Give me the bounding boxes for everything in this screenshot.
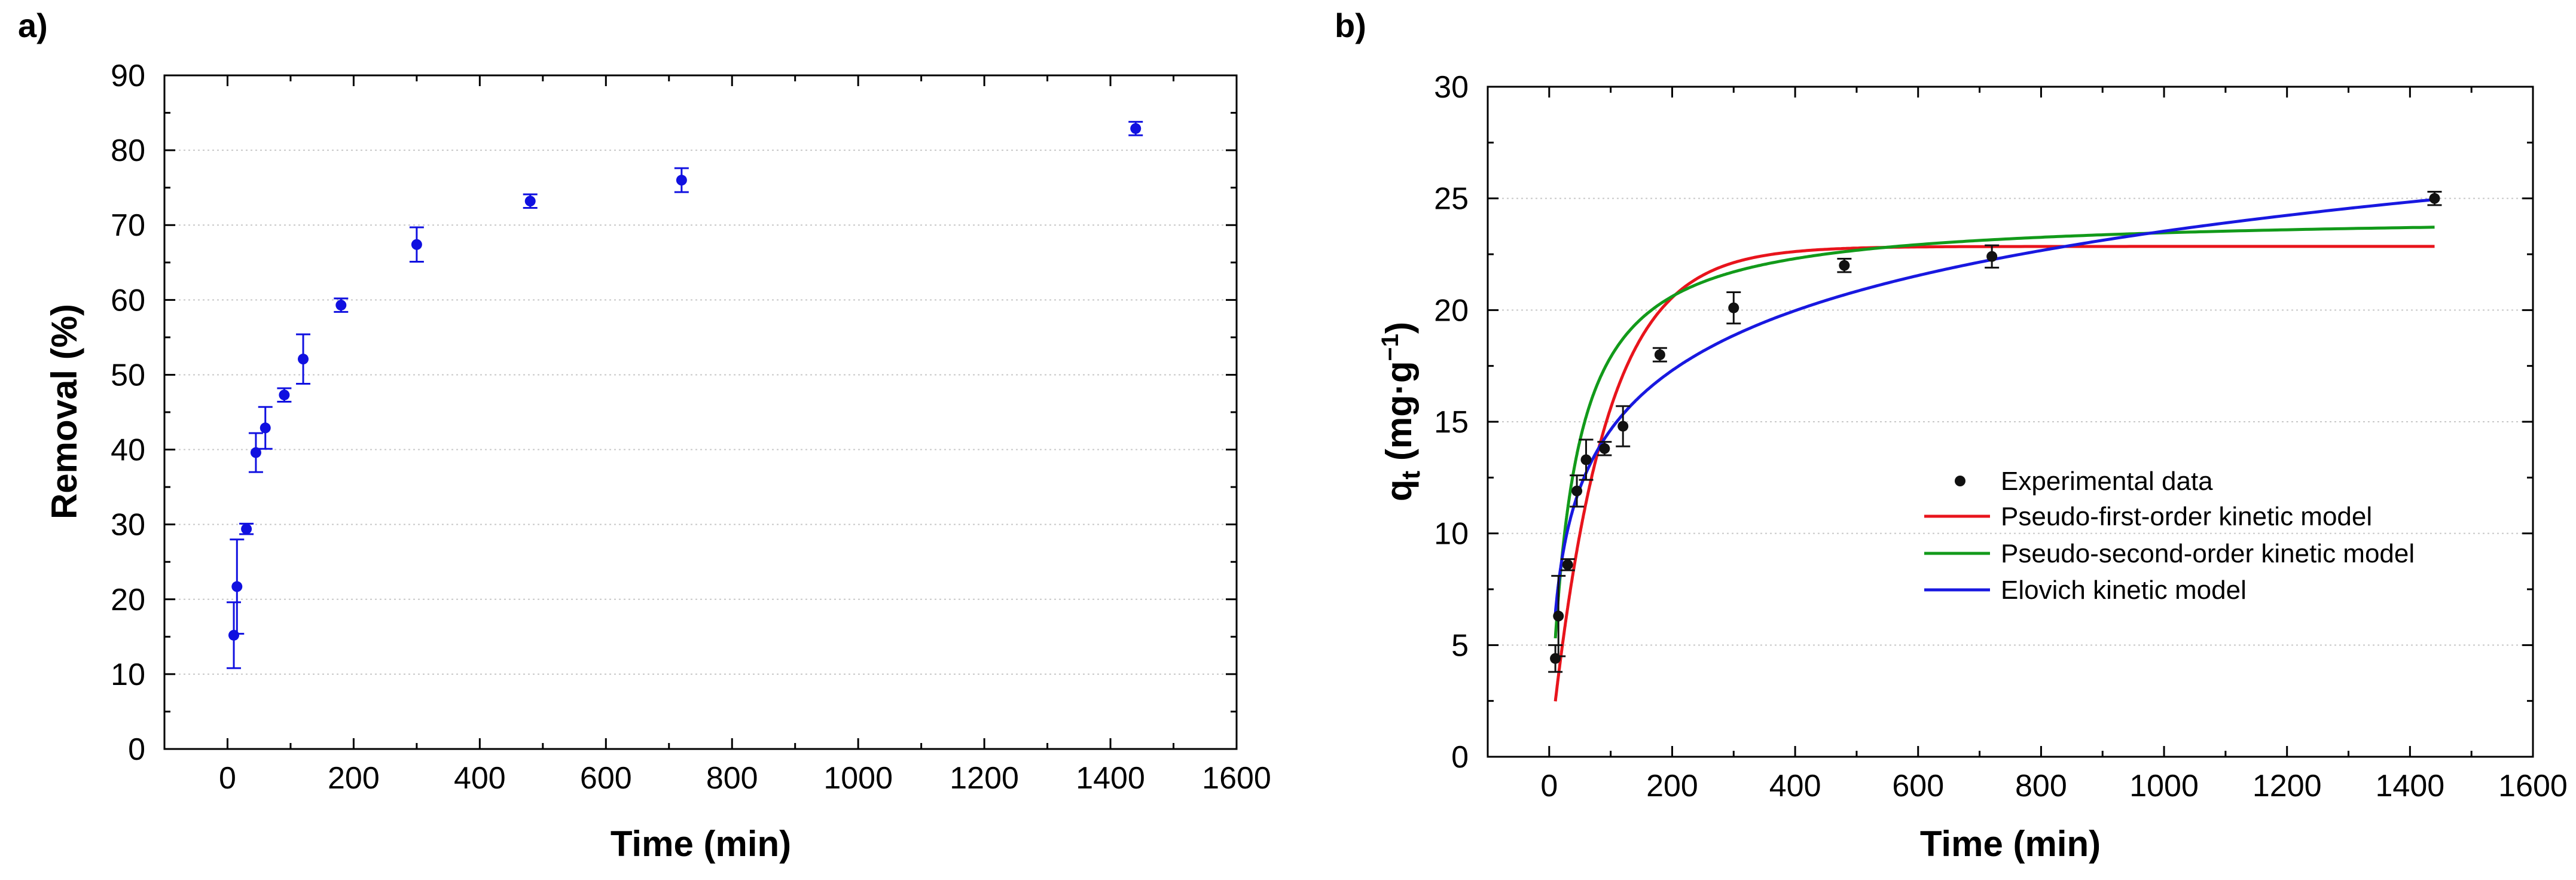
y-title-units: (mg·g xyxy=(1379,361,1419,471)
removal-point-1 xyxy=(231,581,243,592)
legend-label-pfo: Pseudo-first-order kinetic model xyxy=(2001,502,2372,531)
experimental-point-6 xyxy=(1617,421,1629,432)
panel-a-y-ticks: 0 10 20 30 40 50 60 70 80 90 xyxy=(111,59,1237,767)
y-tick-label: 0 xyxy=(128,732,145,767)
legend-label-pso: Pseudo-second-order kinetic model xyxy=(2001,539,2415,568)
curve-pfo xyxy=(1553,245,2435,702)
experimental-point-8 xyxy=(1728,302,1739,313)
experimental-point-1 xyxy=(1553,610,1564,622)
panel-b: b) 0 200 400 600 800 1000 1200 1400 1600 0 5 10 15 2… xyxy=(1335,7,2568,864)
y-tick-label: 30 xyxy=(1434,70,1469,105)
y-tick-label: 60 xyxy=(111,283,145,318)
removal-point-3 xyxy=(250,447,261,458)
removal-point-2 xyxy=(241,523,252,535)
panel-a-x-axis-title: Time (min) xyxy=(611,824,791,864)
y-tick-label: 5 xyxy=(1451,628,1469,663)
removal-point-6 xyxy=(298,354,309,365)
y-title-close: ) xyxy=(1379,322,1419,334)
x-tick-label: 1400 xyxy=(2376,769,2445,803)
y-tick-label: 25 xyxy=(1434,182,1469,217)
panel-b-gridlines xyxy=(1488,197,2533,646)
panel-a-data-points xyxy=(227,121,1143,669)
y-tick-label: 30 xyxy=(111,508,145,543)
y-tick-label: 70 xyxy=(111,208,145,243)
experimental-point-7 xyxy=(1654,349,1665,360)
x-tick-label: 1200 xyxy=(950,761,1019,796)
y-tick-label: 90 xyxy=(111,59,145,93)
experimental-point-11 xyxy=(2429,193,2440,204)
x-tick-label: 600 xyxy=(1892,769,1944,803)
y-title-subscript: t xyxy=(1396,470,1426,479)
y-tick-label: 50 xyxy=(111,358,145,392)
x-tick-label: 1600 xyxy=(2498,769,2568,803)
panel-b-label: b) xyxy=(1335,7,1366,44)
panel-b-model-curves xyxy=(1553,198,2435,702)
experimental-point-3 xyxy=(1571,485,1583,497)
removal-point-8 xyxy=(411,239,422,250)
y-title-superscript: −1 xyxy=(1377,334,1403,361)
y-tick-label: 20 xyxy=(1434,293,1469,328)
x-tick-label: 200 xyxy=(328,761,380,796)
y-tick-label: 15 xyxy=(1434,405,1469,440)
removal-point-7 xyxy=(335,300,347,311)
removal-point-10 xyxy=(676,175,687,186)
panel-b-x-ticks: 0 200 400 600 800 1000 1200 1400 1600 xyxy=(1540,87,2568,803)
panel-b-legend: Experimental data Pseudo-first-order kin… xyxy=(1924,467,2415,605)
removal-point-9 xyxy=(524,196,536,207)
y-tick-label: 80 xyxy=(111,133,145,168)
experimental-point-2 xyxy=(1562,559,1573,570)
experimental-point-9 xyxy=(1839,260,1850,271)
panel-a-label: a) xyxy=(18,7,48,44)
panel-a-gridlines xyxy=(164,150,1237,675)
x-tick-label: 800 xyxy=(2015,769,2067,803)
x-tick-label: 1400 xyxy=(1076,761,1145,796)
y-title-q: q xyxy=(1379,479,1419,501)
x-tick-label: 0 xyxy=(219,761,236,796)
removal-point-5 xyxy=(279,389,290,401)
x-tick-label: 400 xyxy=(1769,769,1821,803)
x-tick-label: 600 xyxy=(580,761,632,796)
y-tick-label: 20 xyxy=(111,583,145,617)
panel-a-axes xyxy=(163,74,1238,750)
legend-marker-experimental xyxy=(1955,476,1965,486)
x-tick-label: 1000 xyxy=(2129,769,2199,803)
x-tick-label: 1600 xyxy=(1202,761,1271,796)
legend-label-experimental: Experimental data xyxy=(2001,467,2213,496)
x-tick-label: 0 xyxy=(1540,769,1558,803)
y-tick-label: 40 xyxy=(111,433,145,468)
panel-b-x-axis-title: Time (min) xyxy=(1920,824,2101,864)
panel-a-y-axis-title: Removal (%) xyxy=(44,304,84,519)
experimental-point-5 xyxy=(1599,443,1610,454)
x-tick-label: 200 xyxy=(1646,769,1698,803)
experimental-point-10 xyxy=(1986,251,1998,262)
y-tick-label: 10 xyxy=(1434,517,1469,552)
x-tick-label: 1000 xyxy=(823,761,893,796)
panel-a: a) 0 200 400 600 800 1000 1200 1400 1600 0 10 20 30… xyxy=(18,7,1271,864)
removal-point-4 xyxy=(260,422,271,434)
x-tick-label: 400 xyxy=(454,761,506,796)
panel-b-y-ticks: 0 5 10 15 20 25 30 xyxy=(1434,70,2533,775)
x-tick-label: 800 xyxy=(706,761,758,796)
legend-label-elovich: Elovich kinetic model xyxy=(2001,575,2247,605)
y-tick-label: 0 xyxy=(1451,740,1469,775)
panel-b-y-axis-title: qt (mg·g−1) xyxy=(1377,322,1426,501)
plot-frame xyxy=(163,74,1238,750)
panel-b-data-points xyxy=(1548,190,2442,673)
panel-a-x-ticks: 0 200 400 600 800 1000 1200 1400 1600 xyxy=(219,75,1271,796)
curve-pso xyxy=(1553,226,2435,639)
x-tick-label: 1200 xyxy=(2253,769,2322,803)
experimental-point-4 xyxy=(1580,454,1592,465)
y-tick-label: 10 xyxy=(111,657,145,692)
removal-point-11 xyxy=(1130,123,1142,134)
